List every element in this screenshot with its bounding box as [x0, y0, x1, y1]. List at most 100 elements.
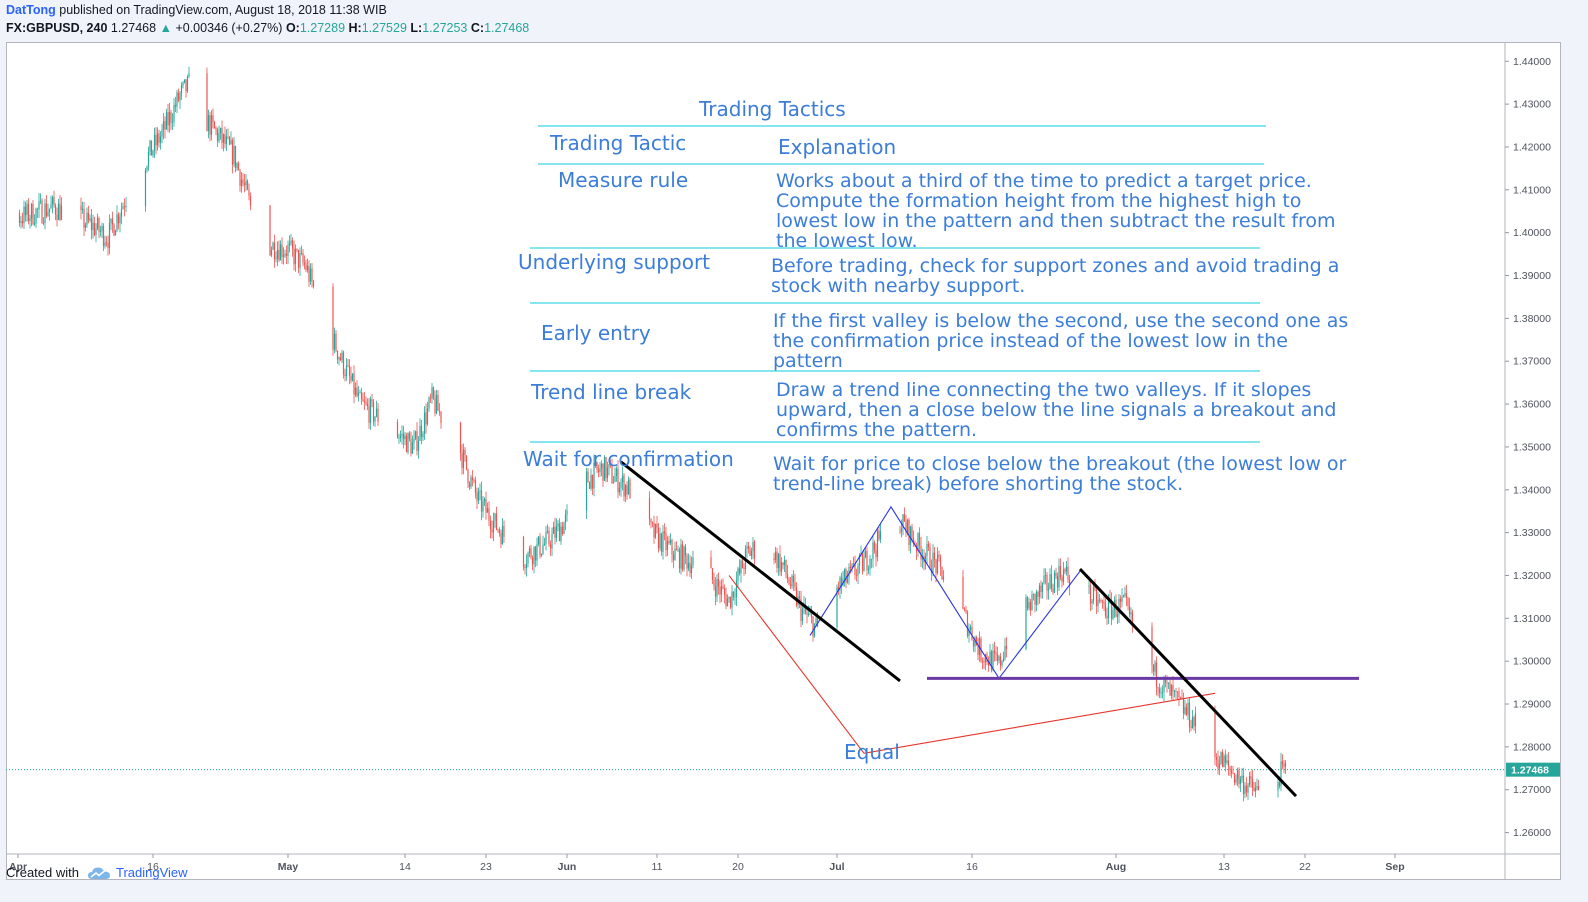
- candle: [525, 554, 528, 577]
- candle-body: [482, 501, 484, 512]
- candle: [1055, 567, 1057, 580]
- candle: [548, 526, 550, 547]
- time-tick-label: 16: [147, 861, 159, 873]
- candle: [216, 127, 219, 147]
- candle: [1173, 689, 1176, 698]
- candle-body: [623, 475, 625, 497]
- candle: [435, 389, 438, 415]
- candle: [1280, 752, 1282, 791]
- time-tick-label: Aug: [1106, 861, 1126, 873]
- candle: [1001, 660, 1003, 669]
- candle: [792, 570, 795, 591]
- candle: [1188, 697, 1191, 733]
- explanation-line: pattern: [773, 350, 843, 372]
- candle-body: [858, 555, 861, 566]
- candle: [48, 208, 51, 221]
- candle: [671, 538, 673, 563]
- candle: [857, 563, 859, 585]
- candle-body: [1224, 755, 1227, 763]
- measure-line: [728, 575, 865, 754]
- candle-body: [668, 541, 670, 544]
- candle: [531, 555, 534, 571]
- candle: [186, 74, 189, 94]
- price-change: +0.00346 (+0.27%): [175, 21, 283, 35]
- candle-body: [791, 575, 793, 587]
- candle-body: [108, 222, 111, 248]
- price-chart[interactable]: 1.44000 1.43000 1.42000 1.41000 1.40000 1.390…: [6, 42, 1561, 880]
- candle: [228, 135, 231, 146]
- candle: [840, 572, 843, 594]
- candle-body: [333, 333, 336, 350]
- tradingview-brand[interactable]: TradingView: [87, 865, 188, 880]
- candle-body: [488, 508, 490, 521]
- candle-body: [801, 608, 804, 621]
- candle: [915, 542, 918, 561]
- candle: [234, 145, 237, 173]
- published-text: published on TradingView.com, August 18,…: [59, 3, 387, 17]
- candle-body: [599, 468, 601, 473]
- candle-body: [1029, 602, 1032, 611]
- candle: [1049, 568, 1051, 590]
- candle: [989, 644, 991, 666]
- candle-body: [1220, 751, 1222, 764]
- author-link[interactable]: DatTong: [6, 3, 56, 17]
- candle: [1103, 594, 1105, 612]
- candle: [539, 533, 541, 559]
- candle: [116, 205, 118, 233]
- candle-body: [723, 588, 726, 595]
- candle: [1181, 689, 1183, 700]
- candle-body: [297, 249, 300, 268]
- candle: [297, 249, 300, 274]
- candle-body: [167, 112, 169, 126]
- symbol-name[interactable]: FX:GBPUSD, 240: [6, 21, 108, 35]
- candle-body: [780, 562, 783, 572]
- candle-body: [812, 617, 814, 637]
- candle: [182, 81, 184, 89]
- candle: [89, 214, 91, 223]
- candle: [720, 579, 723, 603]
- candle-body: [245, 180, 247, 186]
- candle: [1194, 706, 1197, 734]
- candle-body: [1173, 690, 1176, 692]
- candle-body: [725, 594, 727, 607]
- candle: [1178, 687, 1180, 707]
- candle: [1092, 583, 1095, 605]
- candle: [365, 396, 367, 406]
- candle: [338, 356, 340, 366]
- candle-body: [902, 514, 904, 529]
- candle: [926, 536, 928, 565]
- candle: [1175, 687, 1177, 699]
- candle: [60, 197, 63, 221]
- double-top-zigzag: [809, 505, 1081, 680]
- candle-body: [1125, 593, 1128, 598]
- candle-body: [999, 656, 1002, 666]
- candle-body: [305, 264, 307, 270]
- candle: [42, 217, 45, 226]
- candle: [1223, 753, 1225, 768]
- candle: [932, 543, 934, 577]
- candle-body: [614, 476, 616, 483]
- candle-body: [180, 85, 183, 94]
- candle: [905, 514, 907, 538]
- candle-body: [987, 661, 990, 666]
- candle-body: [491, 529, 493, 533]
- price-tick-label: 1.29000: [1513, 699, 1551, 711]
- candle: [312, 280, 315, 289]
- candle: [977, 637, 979, 660]
- candle-body: [483, 498, 486, 502]
- low-label: L:: [410, 21, 423, 35]
- candle-body: [492, 520, 495, 533]
- candle: [917, 532, 919, 557]
- candle: [1035, 589, 1038, 612]
- price-tick-label: 1.44000: [1513, 56, 1551, 68]
- candle-body: [59, 203, 61, 220]
- candle: [972, 639, 975, 652]
- candle: [206, 67, 208, 132]
- candle: [210, 110, 213, 141]
- candle: [273, 234, 276, 268]
- candle: [729, 596, 732, 610]
- candle: [1220, 751, 1222, 765]
- candle: [863, 548, 865, 572]
- candle-body: [164, 121, 166, 130]
- candle-body: [672, 554, 675, 560]
